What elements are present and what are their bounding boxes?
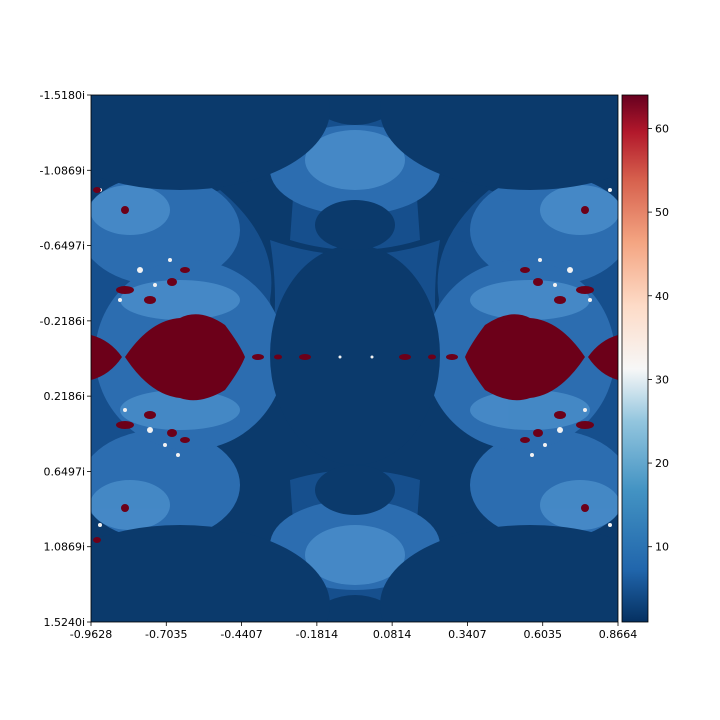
x-tick-label: 0.8664 (599, 628, 638, 641)
colorbar (621, 94, 649, 623)
colorbar-axis: 10 20 30 40 50 60 (648, 122, 669, 554)
y-tick-label: 0.6497i (43, 465, 85, 478)
colorbar-tick-label: 30 (655, 373, 669, 386)
colorbar-tick-label: 50 (655, 206, 669, 219)
x-tick-label: -0.4407 (220, 628, 262, 641)
colorbar-tick-label: 60 (655, 122, 669, 135)
x-tick-label: 0.0814 (373, 628, 412, 641)
colorbar-tick-label: 10 (655, 541, 669, 554)
left-main-bulb (125, 314, 245, 401)
y-tick-label: -1.5180i (39, 89, 85, 102)
y-tick-label: 0.2186i (43, 390, 85, 403)
x-tick-label: -0.7035 (145, 628, 187, 641)
x-tick-label: 0.6035 (523, 628, 562, 641)
x-tick-label: -0.9628 (70, 628, 112, 641)
y-tick-label: -1.0869i (39, 164, 85, 177)
plot-frame (90, 94, 619, 623)
y-tick-label: 1.5240i (43, 616, 85, 629)
max-iteration-regions (91, 187, 618, 543)
y-tick-label: -0.6497i (39, 240, 85, 253)
x-axis: -0.9628 -0.7035 -0.4407 -0.1814 0.0814 0.3407… (70, 622, 637, 641)
left-edge-bulb (91, 335, 122, 380)
plot-area (91, 95, 618, 622)
right-main-bulb (465, 314, 585, 401)
dark-bulbs (91, 95, 618, 622)
bright-filaments (91, 130, 618, 585)
x-tick-label: -0.1814 (296, 628, 338, 641)
colorbar-tick-label: 40 (655, 290, 669, 303)
y-tick-label: 1.0869i (43, 541, 85, 554)
colorbar-tick-label: 20 (655, 457, 669, 470)
y-tick-label: -0.2186i (39, 315, 85, 328)
y-axis: -1.5180i -1.0869i -0.6497i -0.2186i 0.2186i 0… (39, 89, 91, 629)
right-edge-bulb (588, 335, 618, 380)
x-tick-label: 0.3407 (448, 628, 487, 641)
boundary-speckles (98, 188, 612, 527)
